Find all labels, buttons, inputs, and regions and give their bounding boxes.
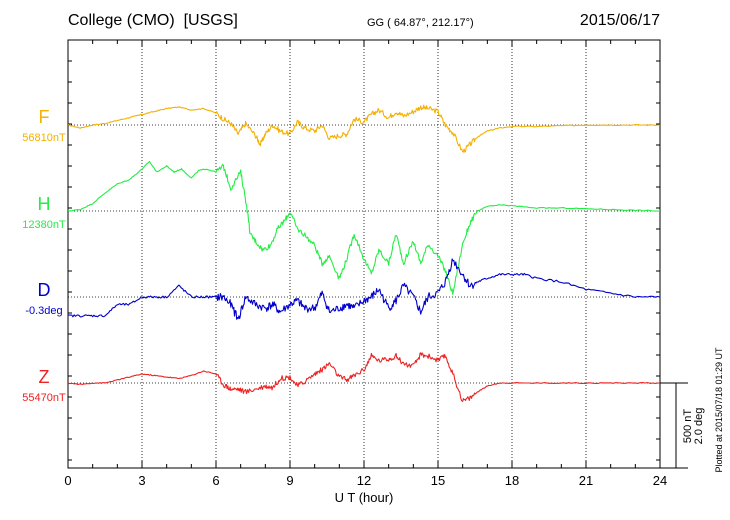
x-tick-label: 6 bbox=[212, 473, 219, 488]
x-tick-label: 15 bbox=[431, 473, 445, 488]
plot-date: 2015/06/17 bbox=[579, 12, 660, 29]
series-line-D bbox=[67, 258, 661, 320]
x-axis-label: U T (hour) bbox=[335, 490, 394, 505]
x-tick-label: 21 bbox=[579, 473, 593, 488]
series-name-F: F bbox=[39, 107, 50, 127]
x-tick-label: 3 bbox=[138, 473, 145, 488]
series-line-F bbox=[67, 104, 661, 153]
series-baseline-label-D: -0.3deg bbox=[25, 305, 62, 317]
x-tick-label: 12 bbox=[357, 473, 371, 488]
scale-label-deg: 2.0 deg bbox=[693, 408, 705, 445]
x-tick-label: 9 bbox=[286, 473, 293, 488]
x-tick-label: 0 bbox=[64, 473, 71, 488]
x-tick-label: 24 bbox=[653, 473, 667, 488]
station-title: College (CMO) [USGS] bbox=[68, 12, 238, 29]
scale-label-nt: 500 nT bbox=[682, 409, 694, 444]
series-name-D: D bbox=[38, 280, 51, 300]
x-tick-label: 18 bbox=[505, 473, 519, 488]
series-line-Z bbox=[67, 352, 661, 402]
series-baseline-label-Z: 55470nT bbox=[22, 392, 66, 404]
series-line-H bbox=[67, 160, 660, 295]
station-coordinates: GG ( 64.87°, 212.17°) bbox=[367, 17, 474, 29]
series-baseline-label-F: 56810nT bbox=[22, 132, 66, 144]
plotted-timestamp: Plotted at 2015/07/18 01:29 UT bbox=[714, 347, 724, 473]
series-baseline-label-H: 12380nT bbox=[22, 219, 66, 231]
series-name-H: H bbox=[38, 194, 51, 214]
series-name-Z: Z bbox=[39, 367, 50, 387]
